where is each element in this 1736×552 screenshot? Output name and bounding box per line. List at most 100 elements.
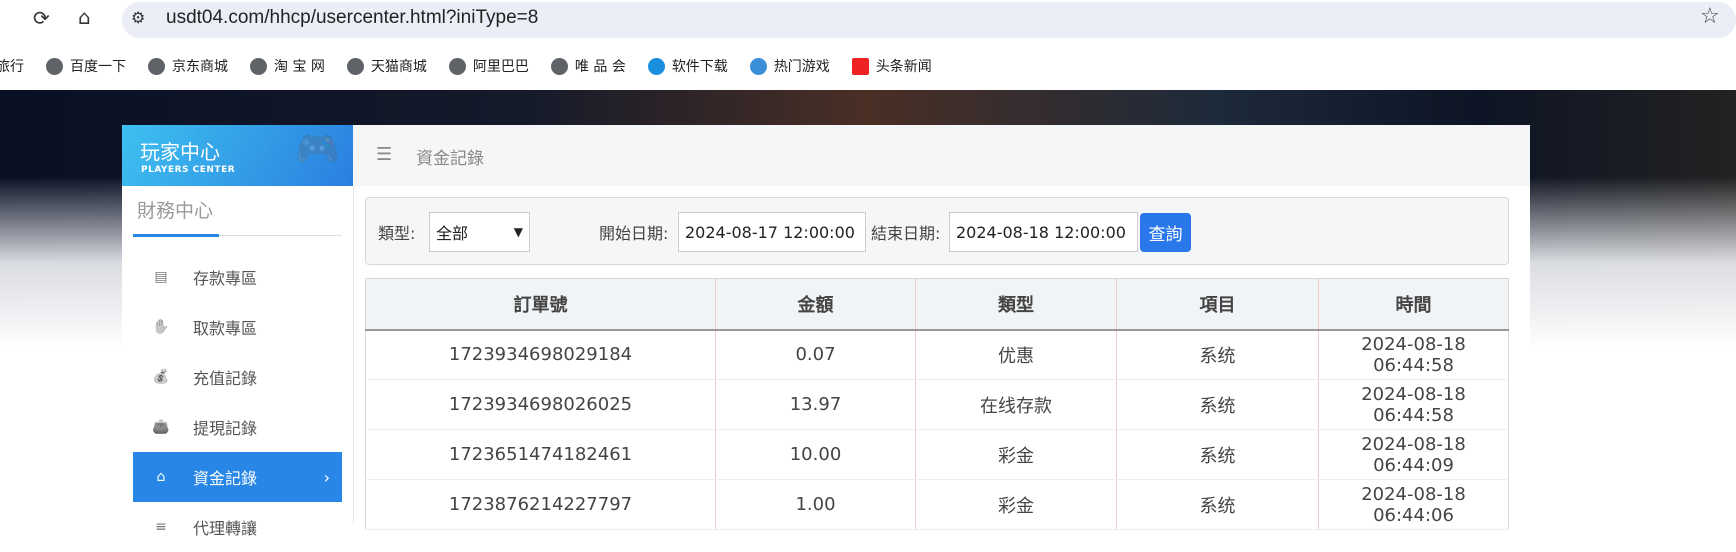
bookmark-item[interactable]: 百度一下	[46, 56, 126, 76]
column-header: 類型	[915, 278, 1117, 331]
bookmark-item[interactable]: 热门游戏	[749, 56, 830, 76]
site-settings-icon[interactable]: ⚙	[131, 8, 146, 27]
table-cell: 1.00	[715, 479, 916, 530]
table-cell: 1723934698026025	[365, 379, 716, 430]
home-icon[interactable]: ⌂	[78, 5, 91, 29]
sidebar-item[interactable]: 💰 充值記錄	[133, 352, 342, 402]
wallet-icon: 👛	[152, 419, 170, 435]
globe-icon	[550, 57, 568, 75]
end-date-label: 結束日期:	[871, 224, 941, 243]
bookmark-item[interactable]: 阿里巴巴	[448, 56, 529, 76]
table-cell: 2024-08-18 06:44:58	[1318, 329, 1509, 380]
bookmark-label: 京东商城	[172, 59, 228, 75]
sidebar-section-title[interactable]: 財務中心	[137, 200, 214, 222]
bookmarks-bar: 旅行 百度一下 京东商城 淘 宝 网 天猫商城 阿里巴巴 唯 品 会 软件下载 热门游戏 头条新闻	[0, 44, 1736, 88]
bookmark-label: 软件下载	[671, 59, 728, 75]
sidebar-item-label: 代理轉讓	[193, 519, 258, 538]
bookmark-label: 淘 宝 网	[274, 59, 325, 75]
bookmark-label: 热门游戏	[773, 59, 830, 75]
game-icon	[749, 57, 767, 75]
bookmark-item[interactable]: 天猫商城	[346, 56, 427, 76]
filter-bar	[365, 197, 1509, 265]
sidebar-item[interactable]: ▤ 存款專區	[133, 252, 342, 302]
card-icon: ▤	[154, 269, 168, 285]
sidebar-item-label: 取款專區	[193, 319, 258, 338]
download-icon	[647, 57, 665, 75]
bookmark-item[interactable]: 唯 品 会	[550, 56, 626, 76]
bookmark-label: 旅行	[0, 59, 24, 75]
sidebar-item-label: 資金記錄	[193, 469, 258, 488]
panel-title: 玩家中心	[140, 140, 220, 164]
table-cell: 1723876214227797	[365, 479, 716, 530]
table-row: 1723876214227797 1.00 彩金 系统 2024-08-18 06:44…	[365, 479, 1509, 530]
table-cell: 彩金	[915, 479, 1117, 530]
house-money-icon: ⌂	[156, 469, 166, 485]
sidebar-item-label: 存款專區	[193, 269, 258, 288]
table-cell: 彩金	[915, 429, 1117, 480]
sidebar-item[interactable]: 👛 提現記錄	[133, 402, 342, 452]
address-bar[interactable]	[122, 2, 1736, 38]
start-date-label: 開始日期:	[599, 224, 669, 243]
table-row: 1723651474182461 10.00 彩金 系统 2024-08-18 06:4…	[365, 429, 1509, 480]
menu-icon[interactable]: ☰	[376, 144, 393, 165]
table-cell: 优惠	[915, 329, 1117, 380]
table-cell: 2024-08-18 06:44:09	[1318, 429, 1509, 480]
bookmark-item[interactable]: 旅行	[0, 56, 24, 76]
bookmark-label: 天猫商城	[370, 59, 427, 75]
table-cell: 系统	[1116, 379, 1319, 430]
bookmark-item[interactable]: 头条新闻	[851, 56, 932, 76]
query-button[interactable]: 查詢	[1140, 213, 1191, 252]
active-underline	[133, 234, 219, 237]
fund-records-table: 訂單號 金額 類型 項目 時間 1723934698029184 0.07 优惠 系统 2024…	[365, 278, 1509, 530]
table-cell: 1723651474182461	[365, 429, 716, 480]
toutiao-icon	[851, 57, 869, 75]
table-cell: 2024-08-18 06:44:06	[1318, 479, 1509, 530]
hand-money-icon: ✋	[152, 319, 170, 335]
table-row: 1723934698029184 0.07 优惠 系统 2024-08-18 06:44…	[365, 329, 1509, 380]
bookmark-item[interactable]: 淘 宝 网	[250, 56, 325, 76]
bookmark-item[interactable]: 京东商城	[148, 56, 228, 76]
list-icon: ≡	[155, 519, 167, 535]
bookmark-label: 阿里巴巴	[472, 59, 529, 75]
reload-icon[interactable]: ⟳	[33, 6, 50, 30]
table-cell: 0.07	[715, 329, 916, 380]
sidebar-item-label: 提現記錄	[193, 419, 258, 438]
bookmark-item[interactable]: 软件下载	[647, 56, 728, 76]
table-cell: 在线存款	[915, 379, 1117, 430]
end-date-input[interactable]: 2024-08-18 12:00:00	[949, 212, 1138, 252]
globe-icon	[250, 57, 267, 75]
column-header: 金額	[715, 278, 916, 331]
start-date-input[interactable]: 2024-08-17 12:00:00	[678, 212, 866, 252]
table-cell: 10.00	[715, 429, 916, 480]
table-cell: 13.97	[715, 379, 916, 430]
type-select-value: 全部	[436, 224, 469, 243]
globe-icon	[148, 57, 165, 75]
bookmark-label: 头条新闻	[875, 59, 932, 75]
table-cell: 1723934698029184	[365, 329, 716, 380]
divider	[133, 235, 342, 236]
breadcrumb: 資金記錄	[416, 149, 484, 169]
column-header: 時間	[1318, 278, 1509, 331]
divider	[353, 186, 354, 523]
sidebar-item[interactable]: ✋ 取款專區	[133, 302, 342, 352]
chevron-right-icon: ›	[323, 467, 330, 487]
panel-header	[122, 125, 353, 186]
gamepad-icon: 🎮	[295, 129, 340, 170]
table-cell: 系统	[1116, 329, 1319, 380]
type-select[interactable]: 全部 ▼	[429, 212, 530, 252]
panel-subtitle: PLAYERS CENTER	[141, 165, 236, 175]
globe-icon	[448, 57, 466, 75]
bookmark-label: 百度一下	[70, 59, 126, 75]
bookmark-label: 唯 品 会	[574, 59, 626, 75]
table-cell: 系统	[1116, 429, 1319, 480]
star-icon[interactable]: ☆	[1700, 4, 1720, 29]
sidebar-item[interactable]: ≡ 代理轉讓	[133, 502, 342, 552]
type-label: 類型:	[378, 224, 416, 243]
chevron-down-icon: ▼	[513, 225, 523, 239]
sidebar-item-label: 充值記錄	[193, 369, 258, 388]
money-bag-icon: 💰	[152, 369, 170, 385]
sidebar-item[interactable]: ⌂ 資金記錄 ›	[133, 452, 342, 502]
table-cell: 系统	[1116, 479, 1319, 530]
column-header: 項目	[1116, 278, 1319, 331]
url-text[interactable]: usdt04.com/hhcp/usercenter.html?iniType=…	[166, 7, 539, 28]
